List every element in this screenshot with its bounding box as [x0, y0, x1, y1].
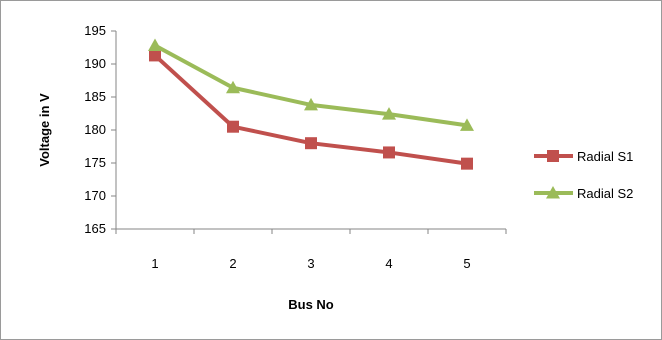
y-tick-label: 190: [84, 56, 106, 71]
data-point-1: [305, 137, 317, 150]
y-axis-title: Voltage in V: [37, 93, 52, 167]
y-tick-label: 165: [84, 221, 106, 236]
x-axis-ticks: 1 2 3 4 5: [115, 229, 507, 271]
y-tick-label: 195: [84, 23, 106, 38]
y-tick-label: 185: [84, 89, 106, 104]
x-tick-label: 4: [385, 256, 392, 271]
series-layer: [148, 38, 474, 170]
x-tick-label: 5: [463, 256, 470, 271]
series-2: [148, 38, 474, 131]
data-point-2: [460, 118, 474, 131]
data-point-2: [226, 80, 240, 94]
x-tick-label: 1: [151, 256, 158, 271]
series-line: [154, 43, 468, 128]
series-1: [149, 49, 473, 170]
data-point-2: [546, 186, 560, 199]
legend-label: Radial S1: [577, 149, 633, 164]
data-point-2: [304, 97, 318, 111]
data-point-2: [382, 107, 396, 120]
y-axis-ticks: 165 170 175 180 185 190 195: [84, 23, 116, 236]
data-point-1: [227, 120, 239, 133]
y-tick-label: 170: [84, 188, 106, 203]
x-tick-label: 3: [307, 256, 314, 271]
data-point-1: [461, 157, 473, 170]
data-point-1: [383, 146, 395, 159]
data-point-1: [149, 49, 161, 62]
data-point-2: [148, 38, 162, 52]
data-point-1: [547, 150, 559, 162]
x-axis-title: Bus No: [288, 297, 334, 312]
axes: [115, 31, 506, 230]
legend-label: Radial S2: [577, 186, 633, 201]
legend-item: Radial S2: [534, 186, 633, 201]
legend: Radial S1 Radial S2: [534, 149, 633, 201]
x-tick-label: 2: [229, 256, 236, 271]
y-tick-label: 175: [84, 155, 106, 170]
y-tick-label: 180: [84, 122, 106, 137]
legend-item: Radial S1: [534, 149, 633, 164]
